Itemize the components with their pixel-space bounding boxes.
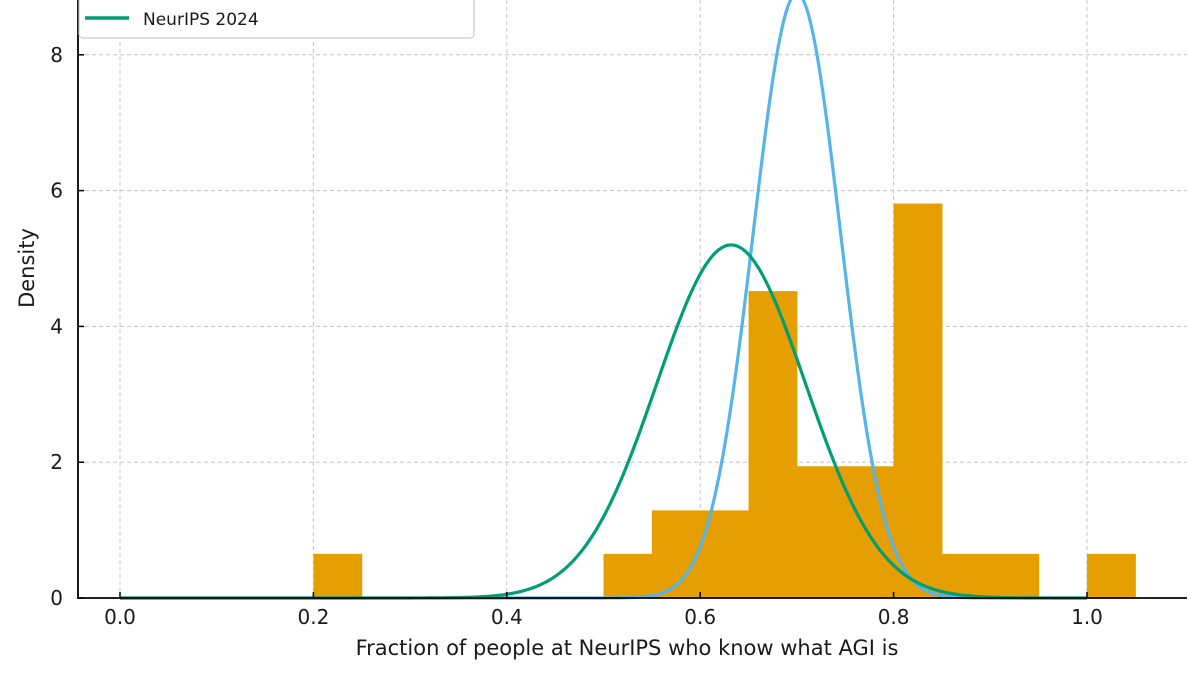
grid-lines	[78, 0, 1187, 599]
histogram-bar	[941, 553, 991, 598]
axes	[77, 0, 1187, 599]
histogram-bar	[893, 203, 943, 598]
x-axis-ticks: 0.0 0.2 0.4 0.6 0.8 1.0	[104, 592, 1103, 629]
x-tick-label: 1.0	[1071, 605, 1103, 629]
x-tick-label: 0.8	[878, 605, 910, 629]
y-tick-label: 0	[50, 586, 63, 610]
x-tick-label: 0.6	[684, 605, 716, 629]
y-tick-label: 4	[50, 314, 63, 338]
histogram-bar	[313, 553, 363, 598]
legend-label: NeurIPS 2024	[143, 10, 259, 30]
histogram-bar	[603, 553, 653, 598]
legend: NeurIPS 2024	[78, 0, 475, 39]
x-axis-label: Fraction of people at NeurIPS who know w…	[356, 636, 899, 660]
histogram-bars	[313, 203, 1136, 598]
histogram-bar	[845, 466, 895, 598]
y-tick-label: 2	[50, 450, 63, 474]
histogram-bar	[796, 466, 846, 598]
y-axis-ticks: 0 2 4 6 8	[50, 43, 84, 610]
y-axis-label: Density	[15, 228, 39, 308]
x-tick-label: 0.4	[491, 605, 523, 629]
x-tick-label: 0.2	[297, 605, 329, 629]
y-tick-label: 8	[50, 43, 63, 67]
x-tick-label: 0.0	[104, 605, 136, 629]
y-tick-label: 6	[50, 179, 63, 203]
histogram-bar	[990, 553, 1040, 598]
histogram-bar	[1087, 553, 1136, 598]
legend-box	[78, 0, 475, 39]
